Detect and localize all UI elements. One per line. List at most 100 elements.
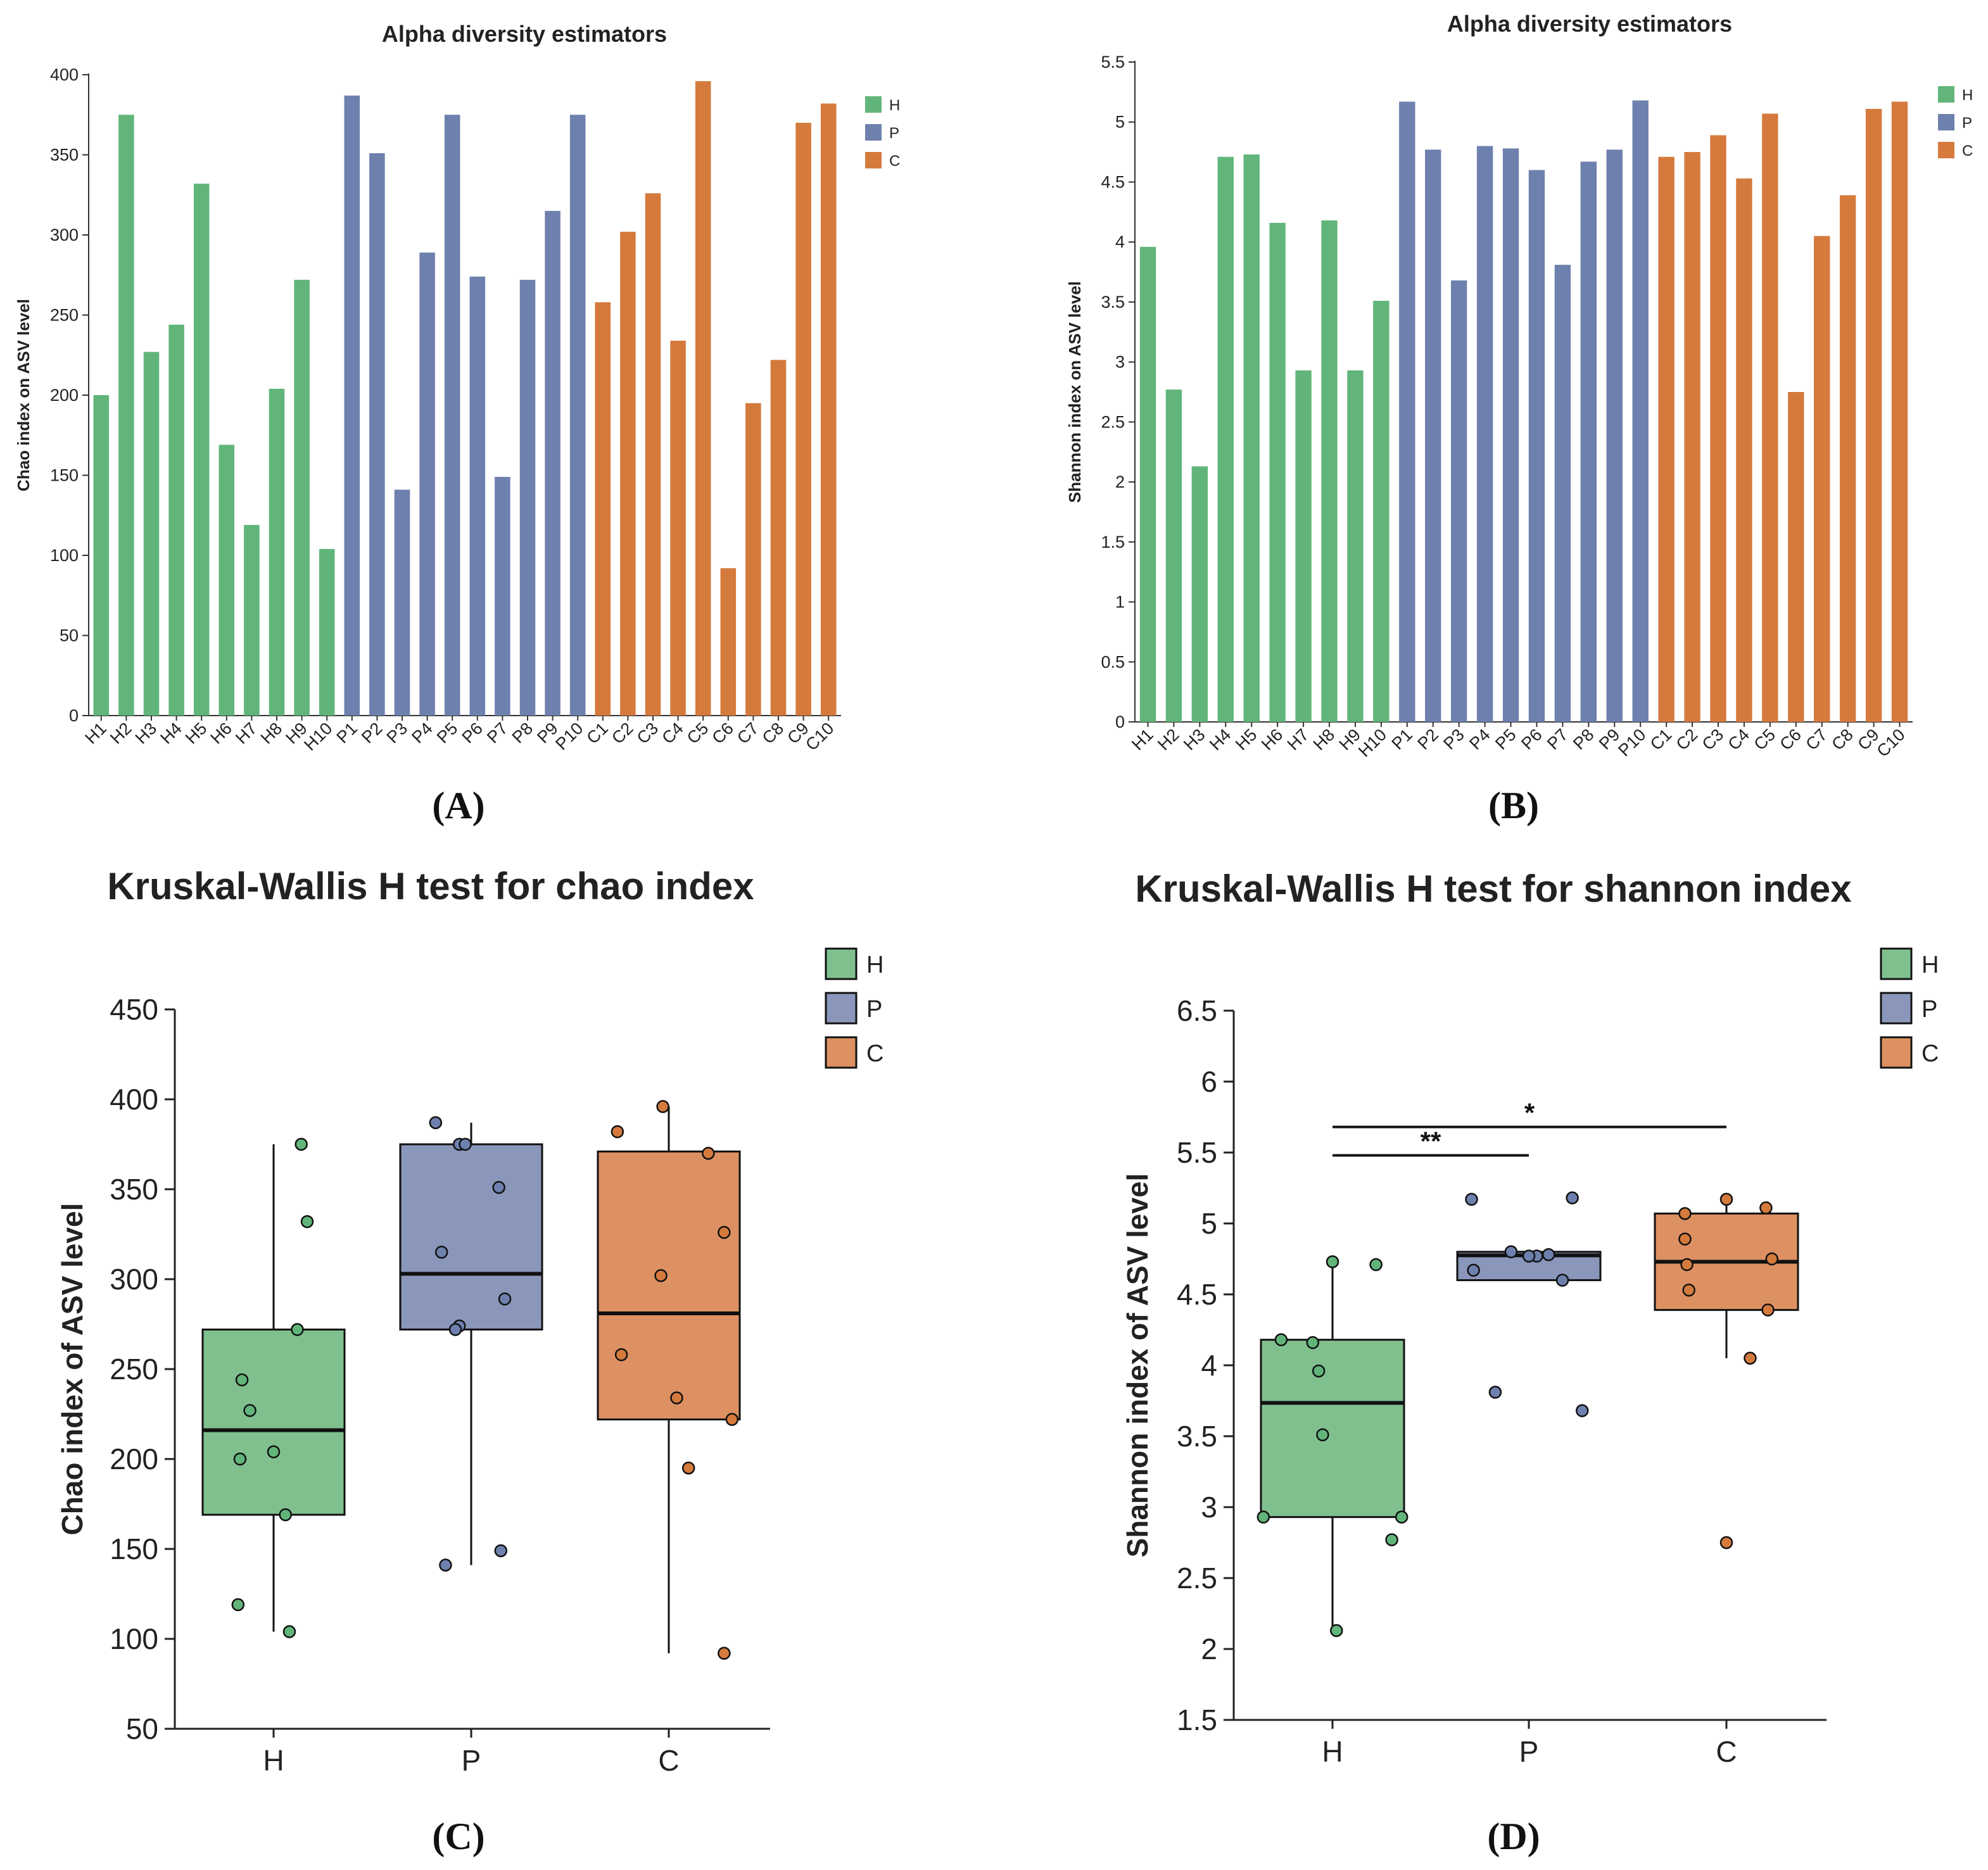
x-tick-label-H1: H1 — [81, 719, 110, 748]
box-P — [399, 1122, 543, 1565]
point-C-10 — [1719, 1192, 1733, 1206]
y-axis-label: Shannon index on ASV level — [1065, 281, 1084, 503]
y-tick-label: 350 — [50, 146, 79, 165]
x-tick-label-C1: C1 — [1647, 725, 1676, 754]
x-tick-label-P5: P5 — [433, 719, 462, 747]
x-tick-label-C: C — [658, 1744, 679, 1777]
point-H-8 — [267, 1445, 281, 1458]
x-tick-label-H1: H1 — [1128, 725, 1157, 754]
bar-P7 — [495, 477, 510, 716]
x-tick-label-C1: C1 — [583, 719, 612, 748]
y-tick-label: 2 — [1201, 1633, 1217, 1665]
point-H-10 — [1316, 1428, 1329, 1442]
x-tick-label-C3: C3 — [633, 719, 662, 748]
x-tick-label-P7: P7 — [483, 719, 512, 747]
bar-chart-2: Alpha diversity estimators 0 0.5 1 1.5 2 2.5 3 3… — [1065, 11, 1973, 826]
bar-P8 — [519, 279, 536, 716]
x-tick-label-P6: P6 — [1517, 725, 1546, 754]
bar-P1 — [344, 95, 360, 716]
bar-P4 — [1476, 146, 1493, 723]
legend-swatch-P — [825, 992, 858, 1025]
x-tick-label-C6: C6 — [708, 719, 737, 748]
bar-C4 — [1736, 178, 1752, 723]
iqr-box-C — [597, 1150, 741, 1421]
x-tick-label-H: H — [263, 1744, 284, 1777]
bar-H9 — [1347, 370, 1364, 722]
bar-P2 — [369, 153, 385, 716]
bar-P7 — [1554, 265, 1571, 722]
point-P-1 — [1465, 1192, 1478, 1206]
x-tick-label-H6: H6 — [206, 719, 236, 748]
point-H-4 — [235, 1373, 249, 1387]
bar-C1 — [595, 302, 611, 716]
bar-C4 — [670, 340, 686, 716]
x-tick-label-H5: H5 — [1232, 725, 1261, 754]
bar-H2 — [1165, 389, 1182, 722]
box-H — [201, 1144, 346, 1632]
y-tick-label: 3.5 — [1101, 293, 1125, 312]
x-tick-label-C6: C6 — [1776, 725, 1805, 754]
bar-chart-1: Alpha diversity estimators 0 50 100 150 200 25… — [14, 21, 900, 826]
x-tick-label-H3: H3 — [132, 719, 161, 748]
x-tick-label-C10: C10 — [1873, 725, 1909, 761]
y-axis-label: Chao index of ASV level — [56, 1203, 89, 1536]
y-tick-label: 2.5 — [1101, 412, 1125, 431]
bar-H8 — [1321, 220, 1338, 723]
point-C-8 — [725, 1413, 739, 1426]
y-tick-label: 2.5 — [1177, 1562, 1217, 1595]
x-tick-label-C5: C5 — [1750, 725, 1779, 754]
bar-P9 — [545, 211, 560, 716]
bar-P4 — [419, 252, 435, 716]
point-C-2 — [1765, 1252, 1779, 1266]
iqr-box-H — [201, 1329, 346, 1516]
y-tick-label: 250 — [50, 306, 79, 325]
point-H-4 — [1369, 1258, 1383, 1272]
bar-P10 — [569, 115, 586, 716]
bar-C2 — [1684, 152, 1700, 722]
legend-swatch-C — [865, 152, 882, 168]
y-tick-label: 5.5 — [1101, 53, 1125, 72]
y-tick-label: 150 — [50, 466, 79, 485]
panel-label: (C) — [432, 1816, 484, 1857]
y-tick-label: 0 — [69, 706, 79, 725]
bar-P6 — [469, 276, 486, 716]
legend-label-P: P — [1922, 996, 1937, 1023]
point-P-7 — [494, 1544, 508, 1558]
bar-C7 — [745, 403, 761, 716]
x-tick-label-H: H — [1322, 1735, 1343, 1768]
point-C-1 — [1680, 1258, 1694, 1272]
point-P-7 — [1488, 1386, 1502, 1399]
bar-H9 — [294, 279, 310, 716]
bar-H10 — [1373, 301, 1390, 723]
point-H-3 — [1329, 1624, 1343, 1638]
significance-label-2: * — [1524, 1098, 1535, 1128]
bar-P5 — [444, 115, 460, 716]
x-tick-label-H4: H4 — [156, 719, 186, 748]
legend-label-H: H — [1922, 952, 1939, 978]
bar-C8 — [1839, 195, 1856, 722]
legend-swatch-C — [825, 1036, 858, 1069]
point-H-5 — [300, 1215, 314, 1229]
y-tick-label: 300 — [50, 225, 79, 244]
chart-title: Alpha diversity estimators — [1447, 11, 1732, 37]
y-tick-label: 400 — [110, 1083, 158, 1116]
box-chart-3: Kruskal-Wallis H test for chao index 50 10… — [56, 865, 883, 1857]
legend-swatch-H — [825, 947, 858, 980]
bar-H1 — [1139, 246, 1156, 722]
x-tick-label-C5: C5 — [683, 719, 712, 748]
bar-H3 — [143, 351, 160, 716]
point-P-3 — [1575, 1404, 1589, 1417]
y-tick-label: 350 — [110, 1173, 158, 1206]
y-tick-label: 4.5 — [1177, 1278, 1217, 1311]
point-C-9 — [1759, 1201, 1773, 1215]
x-tick-label-H8: H8 — [1310, 725, 1339, 754]
point-H-9 — [291, 1323, 304, 1336]
x-tick-label-P10: P10 — [552, 719, 586, 754]
point-C-5 — [656, 1100, 669, 1113]
chart-title: Alpha diversity estimators — [382, 21, 667, 47]
panel-label: (B) — [1488, 785, 1539, 826]
point-H-2 — [294, 1137, 308, 1151]
x-tick-label-P6: P6 — [458, 719, 486, 747]
legend-label-H: H — [889, 97, 900, 114]
x-tick-label-H3: H3 — [1180, 725, 1209, 754]
